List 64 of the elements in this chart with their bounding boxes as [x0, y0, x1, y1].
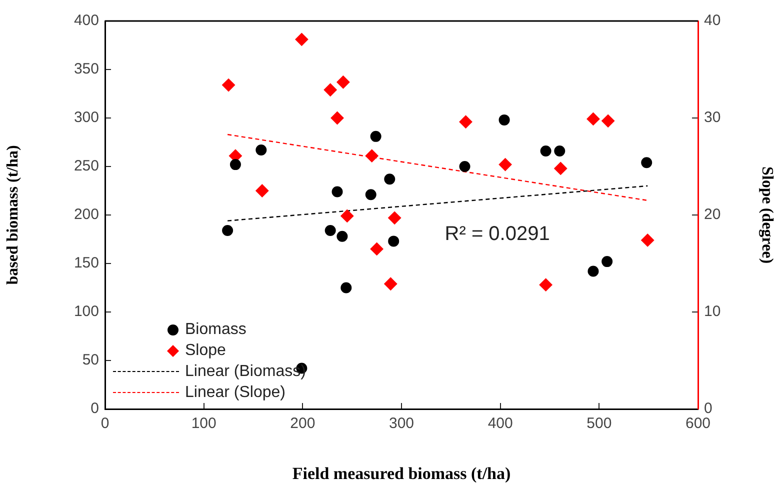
y2-tick-label: 40: [704, 12, 721, 30]
x-tick-label: 300: [388, 415, 414, 432]
point: [256, 144, 267, 156]
x-tick-label: 400: [488, 415, 513, 432]
point: [498, 158, 512, 172]
y2-tick-label: 10: [704, 303, 721, 320]
point: [340, 209, 354, 222]
x-tick-label: 200: [290, 415, 316, 432]
y-tick-label: 100: [74, 303, 99, 320]
point: [324, 83, 337, 96]
x-tick-label: 500: [586, 415, 612, 432]
y-tick-label: 0: [90, 400, 99, 418]
point: [222, 78, 236, 92]
point: [222, 225, 234, 236]
point: [370, 130, 382, 142]
point: [641, 157, 652, 168]
point: [256, 184, 269, 198]
point: [588, 266, 599, 277]
point: [641, 234, 654, 247]
point: [554, 162, 568, 175]
point: [540, 145, 552, 156]
point: [332, 186, 343, 198]
y-tick-label: 200: [74, 206, 99, 224]
point: [336, 76, 350, 89]
point: [602, 256, 613, 268]
point: [365, 189, 376, 200]
point: [384, 174, 396, 185]
y-tick-label: 50: [82, 352, 99, 369]
point: [586, 112, 600, 126]
point: [230, 159, 241, 170]
point: [459, 115, 472, 128]
point: [324, 225, 336, 236]
y-tick-label: 150: [74, 254, 99, 272]
point: [384, 277, 398, 290]
x-tick-label: 100: [191, 415, 216, 432]
point: [539, 278, 552, 292]
y-axis-title: based biomass (t/ha): [4, 145, 22, 285]
point: [602, 114, 615, 128]
y2-axis-title: Slope (degree): [758, 166, 776, 264]
legend-label: Slope: [185, 342, 226, 360]
y-tick-label: 250: [74, 158, 99, 175]
y-tick-label: 400: [74, 12, 99, 30]
point: [388, 236, 400, 247]
point: [498, 114, 510, 126]
x-tick-label: 600: [685, 415, 711, 432]
x-axis-title: Field measured biomass (t/ha): [292, 464, 511, 484]
point: [370, 242, 384, 256]
point: [336, 230, 348, 242]
y2-tick-label: 30: [704, 109, 721, 126]
point: [295, 32, 308, 46]
legend-label: Biomass: [185, 320, 246, 338]
point: [459, 161, 470, 172]
point: [340, 282, 352, 294]
y-tick-label: 350: [74, 60, 99, 78]
y2-tick-label: 20: [704, 206, 721, 224]
annotation: R² = 0.0291: [444, 222, 550, 245]
point: [330, 112, 344, 124]
point: [365, 149, 378, 162]
legend-label: Linear (Biomass): [185, 362, 306, 380]
point: [554, 145, 566, 156]
y-tick-label: 300: [74, 109, 99, 126]
y2-tick-label: 0: [704, 400, 712, 418]
legend-label: Linear (Slope): [185, 384, 286, 402]
point: [388, 211, 402, 224]
